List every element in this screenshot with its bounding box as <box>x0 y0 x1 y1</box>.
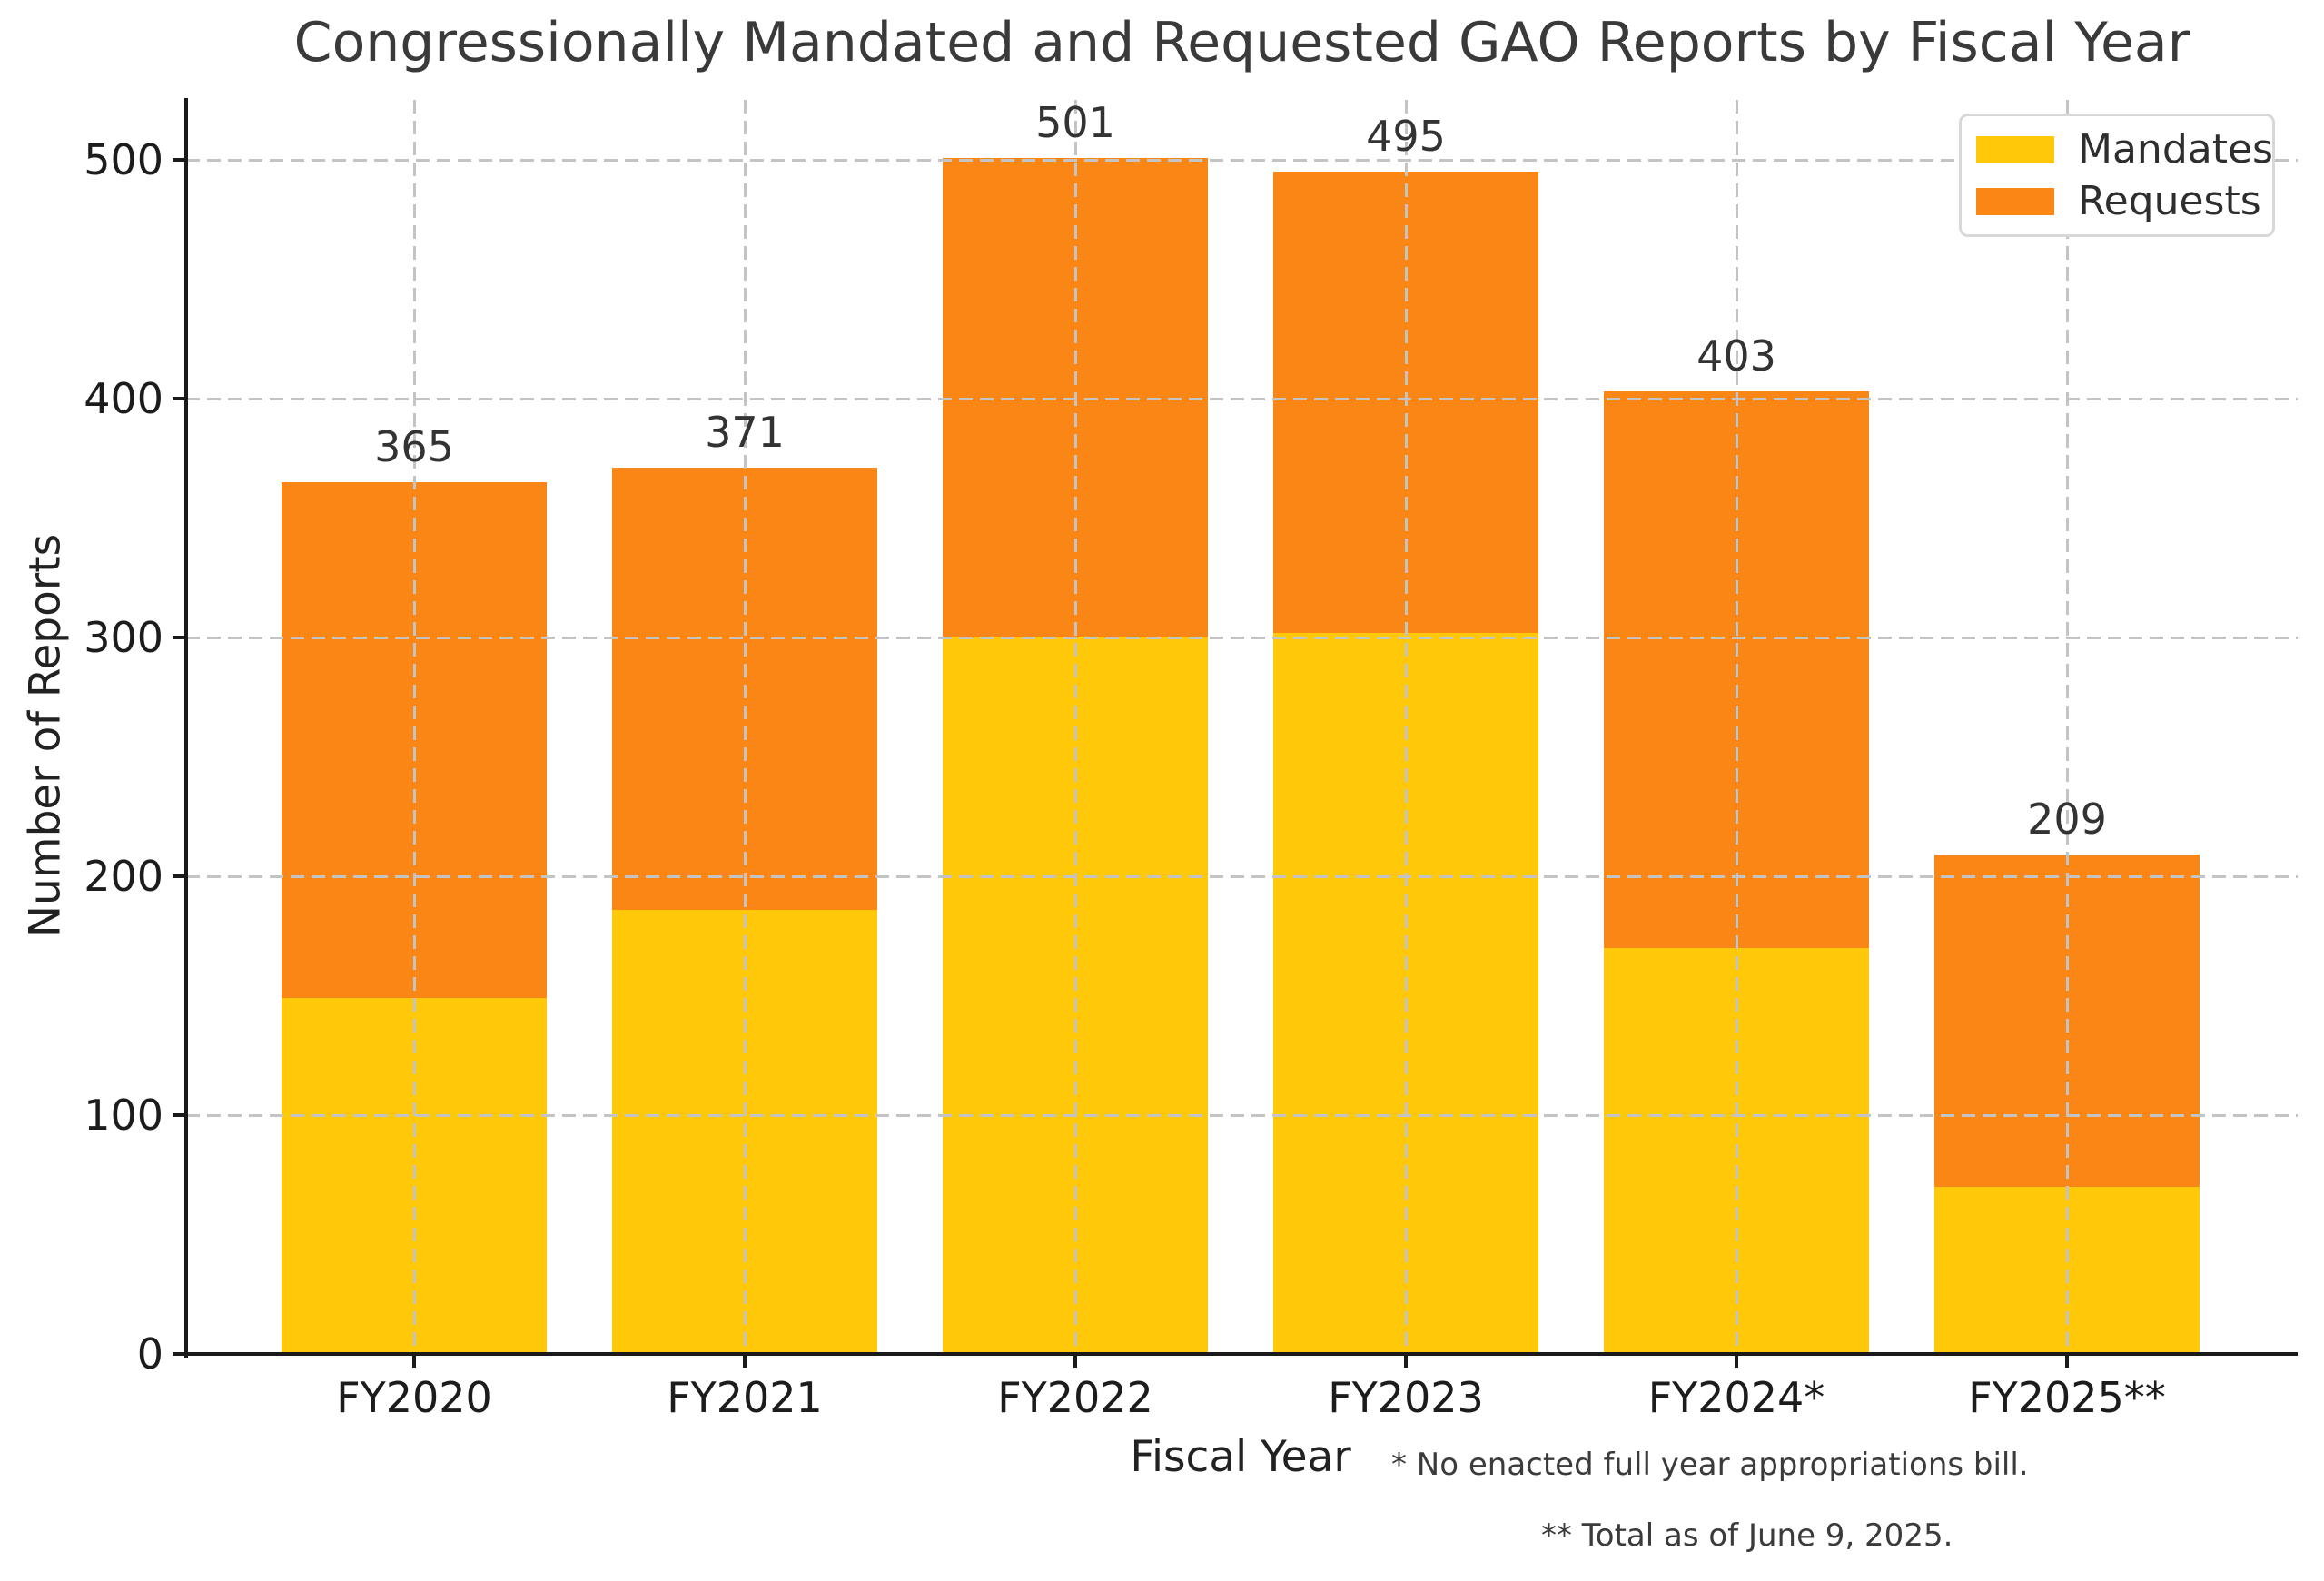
footnote-appropriations: * No enacted full year appropriations bi… <box>1391 1447 2029 1483</box>
x-tick-FY2022 <box>1073 1353 1077 1368</box>
x-tick-label-FY2020: FY2020 <box>336 1373 492 1422</box>
x-tick-label-FY2024*: FY2024* <box>1647 1373 1825 1422</box>
bar-total-label-FY2023: 495 <box>1366 112 1446 162</box>
chart-title: Congressionally Mandated and Requested G… <box>293 11 2190 74</box>
gridline-y-300 <box>186 636 2298 639</box>
gridline-x-FY2025** <box>2065 100 2069 1354</box>
bar-total-label-FY2025**: 209 <box>2027 795 2107 845</box>
x-axis-label: Fiscal Year <box>1130 1432 1351 1482</box>
legend: Mandates Requests <box>1959 114 2275 237</box>
y-tick-label-300: 300 <box>84 613 163 663</box>
y-tick-label-500: 500 <box>84 135 163 185</box>
bar-total-label-FY2021: 371 <box>705 408 785 458</box>
gridline-y-100 <box>186 1113 2298 1117</box>
y-tick-0 <box>173 1352 186 1356</box>
x-tick-label-FY2023: FY2023 <box>1328 1373 1484 1422</box>
x-tick-FY2020 <box>412 1353 416 1368</box>
gridline-y-400 <box>186 397 2298 400</box>
y-tick-label-0: 0 <box>136 1329 163 1378</box>
gridline-y-200 <box>186 874 2298 878</box>
legend-entry-requests: Requests <box>1976 178 2272 224</box>
requests-swatch-icon <box>1976 187 2054 215</box>
gridline-x-FY2020 <box>412 100 416 1354</box>
mandates-swatch-icon <box>1976 135 2054 163</box>
y-tick-500 <box>173 158 186 163</box>
gridline-x-FY2022 <box>1073 100 1077 1354</box>
gridline-x-FY2024* <box>1735 100 1738 1354</box>
y-axis-spine <box>184 98 188 1358</box>
x-tick-FY2023 <box>1404 1353 1408 1368</box>
legend-label-mandates: Mandates <box>2078 126 2273 173</box>
y-tick-300 <box>173 636 186 640</box>
bar-total-label-FY2020: 365 <box>374 422 454 472</box>
legend-label-requests: Requests <box>2078 178 2261 224</box>
bar-total-label-FY2024*: 403 <box>1696 331 1776 381</box>
gridline-x-FY2023 <box>1404 100 1408 1354</box>
y-tick-label-400: 400 <box>84 374 163 424</box>
x-tick-FY2025** <box>2065 1353 2069 1368</box>
x-tick-FY2021 <box>743 1353 747 1368</box>
y-tick-100 <box>173 1113 186 1118</box>
x-tick-FY2024* <box>1735 1353 1738 1368</box>
y-tick-label-200: 200 <box>84 852 163 902</box>
gridline-x-FY2021 <box>743 100 747 1354</box>
x-tick-label-FY2025**: FY2025** <box>1968 1373 2166 1422</box>
y-tick-400 <box>173 397 186 401</box>
gridline-y-500 <box>186 158 2298 162</box>
footnote-as-of-date: ** Total as of June 9, 2025. <box>1541 1517 1953 1554</box>
legend-entry-mandates: Mandates <box>1976 126 2273 173</box>
y-tick-label-100: 100 <box>84 1091 163 1141</box>
x-tick-label-FY2022: FY2022 <box>997 1373 1153 1422</box>
x-tick-label-FY2021: FY2021 <box>667 1373 823 1422</box>
bar-total-label-FY2022: 501 <box>1035 97 1115 147</box>
x-axis-spine <box>184 1352 2298 1356</box>
y-tick-200 <box>173 874 186 879</box>
